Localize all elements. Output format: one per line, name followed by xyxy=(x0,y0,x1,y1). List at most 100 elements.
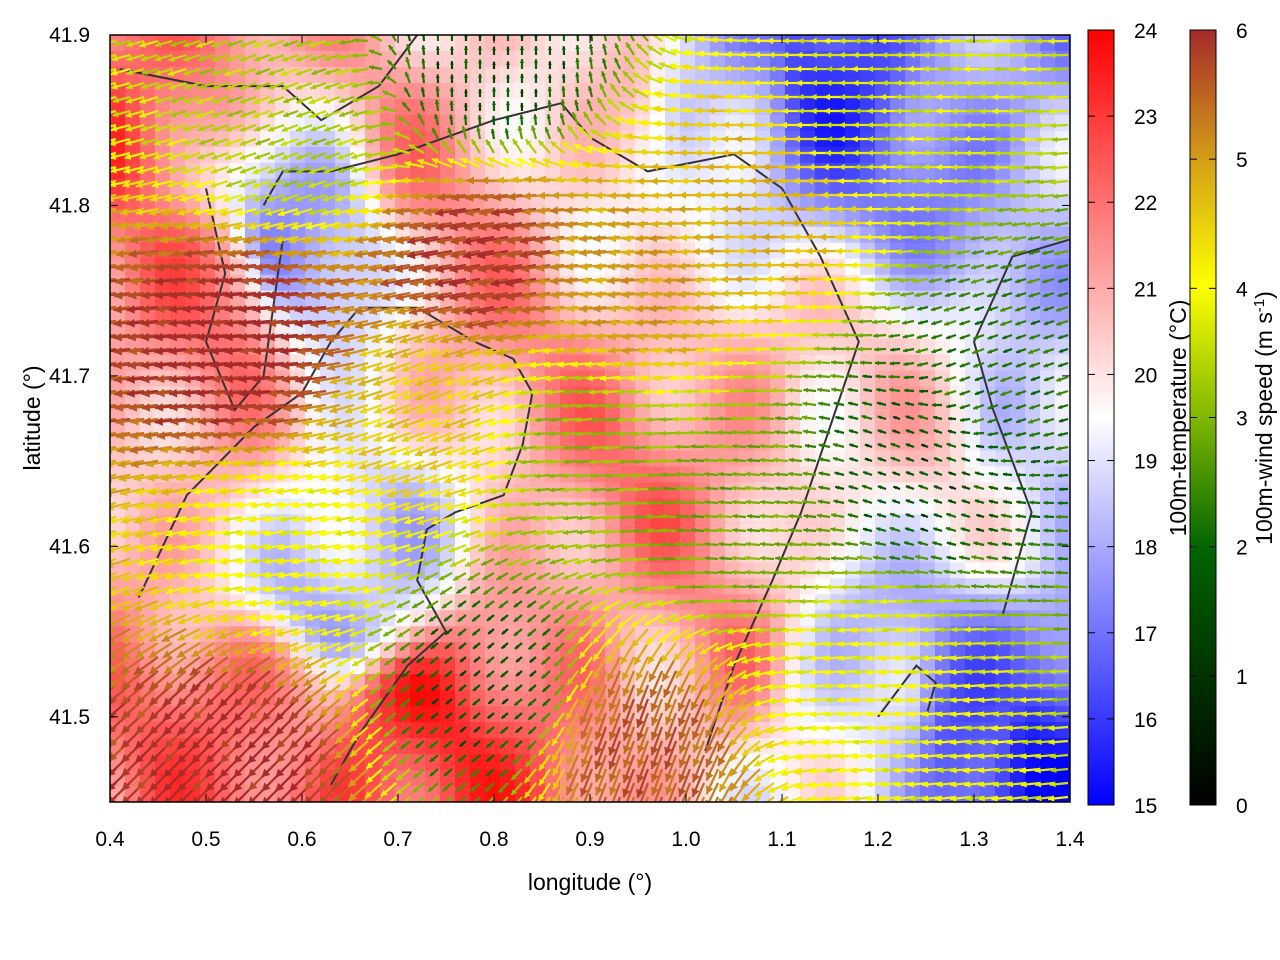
heat-cell xyxy=(755,434,771,452)
heat-cell xyxy=(965,50,981,68)
heat-cell xyxy=(965,722,981,739)
heat-cell xyxy=(950,98,966,116)
heat-cell xyxy=(155,498,171,515)
wind-arrow-head xyxy=(92,503,100,511)
wind-arrow-head xyxy=(87,305,95,314)
heat-cell xyxy=(575,450,591,468)
heat-cell xyxy=(905,162,921,180)
heat-cell xyxy=(560,50,576,68)
heat-cell xyxy=(860,162,876,180)
heat-cell xyxy=(875,338,891,356)
heat-cell xyxy=(875,226,891,244)
heat-cell xyxy=(545,386,561,404)
heat-cell xyxy=(470,50,486,68)
heat-cell xyxy=(920,386,936,404)
heat-cell xyxy=(155,98,171,116)
wind-arrow-head xyxy=(110,235,113,244)
heat-cell xyxy=(1040,594,1056,611)
heat-cell xyxy=(185,786,201,802)
heat-cell xyxy=(185,274,201,292)
heat-cell xyxy=(605,98,621,116)
heat-cell xyxy=(830,35,846,52)
wind-arrow-head xyxy=(100,418,108,427)
heat-cell xyxy=(725,450,741,468)
heat-cell xyxy=(590,386,606,404)
heat-cell xyxy=(830,226,846,244)
heat-cell xyxy=(935,274,951,292)
heat-cell xyxy=(905,434,921,452)
wind-arrow-head xyxy=(102,389,110,397)
heat-cell xyxy=(995,674,1011,691)
heat-cell xyxy=(440,98,456,116)
heat-cell xyxy=(800,674,816,691)
heat-cell xyxy=(680,450,696,468)
heat-cell xyxy=(860,370,876,388)
heat-cell xyxy=(590,450,606,468)
wind-arrow-head xyxy=(165,810,174,819)
heat-cell xyxy=(305,66,321,84)
heat-cell xyxy=(860,562,876,579)
heat-cell xyxy=(680,146,696,164)
heat-cell xyxy=(980,674,996,691)
heat-cell xyxy=(1040,482,1056,499)
heat-cell xyxy=(950,786,966,802)
heat-cell xyxy=(980,546,996,563)
heat-cell xyxy=(1025,386,1041,404)
heat-cell xyxy=(875,50,891,68)
heat-cell xyxy=(980,98,996,116)
heat-cell xyxy=(890,338,906,356)
wind-arrow-head xyxy=(98,41,104,47)
heat-cell xyxy=(755,562,771,579)
wind-arrow-head xyxy=(86,333,94,342)
heat-cell xyxy=(875,482,891,499)
heat-cell xyxy=(995,482,1011,499)
heat-cell xyxy=(455,50,471,68)
heat-cell xyxy=(1055,562,1070,579)
heat-cell xyxy=(905,610,921,627)
heat-cell xyxy=(545,82,561,100)
heat-cell xyxy=(650,450,666,468)
wind-arrow-head xyxy=(110,460,113,468)
heat-cell xyxy=(455,738,471,755)
heat-cell xyxy=(650,386,666,404)
heat-cell xyxy=(1040,610,1056,627)
wind-arrow-head xyxy=(98,97,104,103)
heat-cell xyxy=(770,482,786,499)
heat-cell xyxy=(395,98,411,116)
heat-cell xyxy=(515,594,531,611)
heat-cell xyxy=(1040,338,1056,356)
wind-arrow-head xyxy=(303,811,312,820)
heat-cell xyxy=(935,434,951,452)
heat-cell xyxy=(980,114,996,132)
heat-cell xyxy=(1055,786,1070,802)
heat-cell xyxy=(545,274,561,292)
wind-arrow-head xyxy=(93,532,101,539)
heat-cell xyxy=(1055,162,1070,180)
heat-cell xyxy=(1055,610,1070,627)
heat-cell xyxy=(980,226,996,244)
wind-arrow-head xyxy=(93,710,102,718)
heat-cell xyxy=(1040,450,1056,468)
heat-cell xyxy=(755,274,771,292)
heat-cell xyxy=(860,546,876,563)
wind-arrow-head xyxy=(101,319,109,328)
heat-cell xyxy=(920,546,936,563)
heat-cell xyxy=(905,35,921,52)
heat-cell xyxy=(560,66,576,84)
heat-cell xyxy=(980,450,996,468)
heat-cell xyxy=(1010,274,1026,292)
heat-cell xyxy=(170,50,186,68)
heat-cell xyxy=(875,370,891,388)
wind-arrow-head xyxy=(93,561,101,568)
heat-cell xyxy=(695,610,711,627)
heat-cell xyxy=(965,162,981,180)
heat-cell xyxy=(545,66,561,84)
heat-cell xyxy=(860,98,876,116)
heat-cell xyxy=(725,98,741,116)
wind-arrow-head xyxy=(87,291,95,300)
heat-cell xyxy=(230,418,246,436)
heat-cell xyxy=(1055,35,1070,52)
heat-cell xyxy=(875,674,891,691)
heat-cell xyxy=(1025,162,1041,180)
heat-cell xyxy=(845,546,861,563)
